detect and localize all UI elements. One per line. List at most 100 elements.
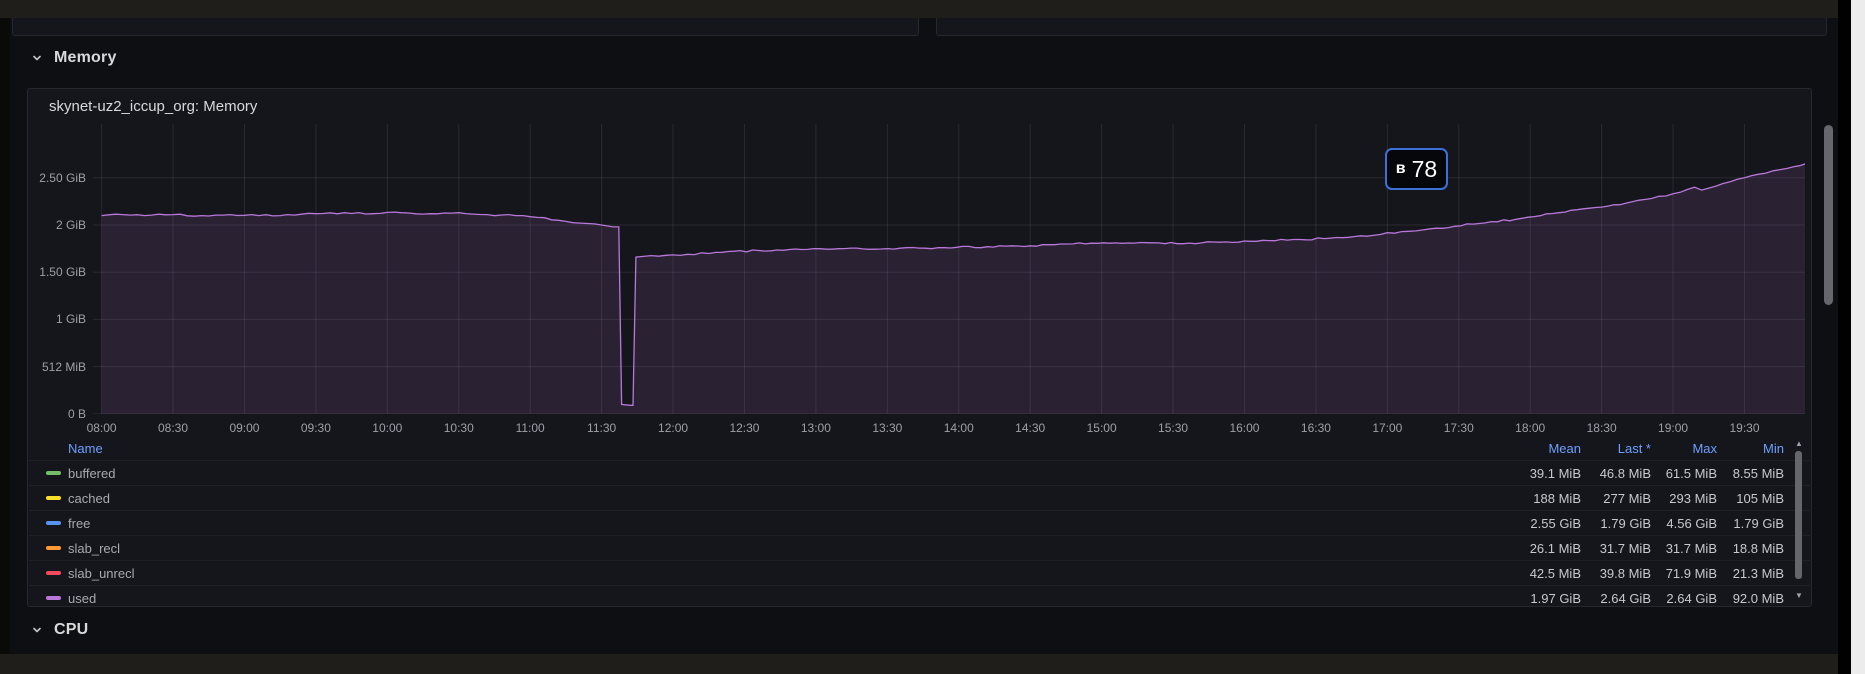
- legend-value-last: 39.8 MiB: [1599, 566, 1651, 581]
- legend-series-name[interactable]: buffered: [68, 466, 116, 481]
- legend-column-header-last[interactable]: Last *: [1617, 441, 1651, 456]
- y-axis-tick-label: 2 GiB: [55, 218, 86, 232]
- hint-badge-prefix: в: [1395, 160, 1406, 177]
- legend-column-header-mean[interactable]: Mean: [1548, 441, 1581, 456]
- chevron-down-icon: [33, 627, 41, 633]
- memory-panel: skynet-uz2_iccup_org: Memory 2.50 GiB 2 G…: [27, 88, 1812, 607]
- x-axis-tick-label: 15:30: [1158, 421, 1189, 435]
- legend-value-mean: 26.1 MiB: [1529, 541, 1581, 556]
- legend-column-header-min[interactable]: Min: [1763, 441, 1784, 456]
- x-axis-tick-label: 14:30: [1015, 421, 1046, 435]
- scroll-down-arrow-icon[interactable]: ▼: [1795, 591, 1803, 600]
- legend-row: free 2.55 GiB 1.79 GiB 4.56 GiB 1.79 GiB: [29, 510, 1812, 535]
- legend-value-max: 61.5 MiB: [1665, 466, 1717, 481]
- legend-header-row: Name Mean Last * Max Min: [29, 438, 1812, 460]
- x-axis-tick-label: 17:00: [1372, 421, 1403, 435]
- series-color-swatch-icon[interactable]: [46, 471, 61, 475]
- legend-series-name[interactable]: used: [68, 591, 97, 606]
- legend-value-min: 92.0 MiB: [1732, 591, 1784, 606]
- page-scrollbar-thumb[interactable]: [1824, 125, 1833, 305]
- window-top-strip: [0, 0, 1838, 18]
- legend-table: Name Mean Last * Max Min buffered 39.1 MiB 46.8…: [29, 438, 1812, 610]
- legend-value-min: 105 MiB: [1736, 491, 1784, 506]
- legend-value-mean: 1.97 GiB: [1530, 591, 1581, 606]
- x-axis-tick-label: 11:00: [515, 421, 545, 435]
- panel-partial-left: [12, 18, 919, 36]
- x-axis-tick-label: 12:30: [729, 421, 760, 435]
- series-color-swatch-icon[interactable]: [46, 496, 61, 500]
- legend-value-max: 4.56 GiB: [1666, 516, 1717, 531]
- legend-row: slab_unrecl 42.5 MiB 39.8 MiB 71.9 MiB 21.3 …: [29, 560, 1812, 585]
- y-axis-tick-label: 0 B: [67, 406, 86, 421]
- x-axis-tick-label: 14:00: [943, 421, 974, 435]
- legend-column-header-name[interactable]: Name: [68, 441, 103, 456]
- y-axis-tick-label: 1 GiB: [55, 312, 86, 327]
- y-axis-tick-label: 1.50 GiB: [39, 265, 86, 280]
- legend-series-name[interactable]: free: [68, 516, 91, 531]
- x-axis-tick-label: 13:00: [800, 421, 831, 435]
- x-axis-tick-label: 13:30: [872, 421, 903, 435]
- legend-value-last: 46.8 MiB: [1599, 466, 1651, 481]
- x-axis-tick-label: 17:30: [1443, 421, 1474, 435]
- legend-value-min: 8.55 MiB: [1732, 466, 1784, 481]
- legend-value-min: 21.3 MiB: [1732, 566, 1784, 581]
- row-header-cpu[interactable]: CPU: [30, 621, 88, 639]
- y-axis-tick-label: 512 MiB: [41, 359, 86, 374]
- section-title-cpu: CPU: [54, 621, 89, 638]
- keyboard-hint-badge: в 78: [1385, 148, 1448, 190]
- legend-series-name[interactable]: slab_recl: [68, 541, 121, 556]
- y-axis-tick-label: 2.50 GiB: [39, 170, 86, 185]
- row-header-memory[interactable]: Memory: [30, 49, 117, 67]
- legend-row: slab_recl 26.1 MiB 31.7 MiB 31.7 MiB 18.8 Mi…: [29, 535, 1812, 560]
- x-axis-tick-label: 18:30: [1586, 421, 1617, 435]
- legend-value-min: 1.79 GiB: [1733, 516, 1784, 531]
- x-axis-tick-label: 16:00: [1229, 421, 1260, 435]
- x-axis-tick-label: 09:00: [229, 421, 260, 435]
- chart-plot-area[interactable]: [93, 124, 1805, 414]
- legend-value-mean: 42.5 MiB: [1529, 566, 1581, 581]
- x-axis-tick-label: 18:00: [1515, 421, 1546, 435]
- series-area-used: [101, 163, 1805, 414]
- legend-series-name[interactable]: cached: [68, 491, 110, 506]
- legend-value-last: 2.64 GiB: [1600, 591, 1651, 606]
- series-color-swatch-icon[interactable]: [46, 596, 61, 600]
- legend-column-header-max[interactable]: Max: [1692, 441, 1717, 456]
- legend-value-mean: 2.55 GiB: [1530, 516, 1581, 531]
- adjacent-window-edge: [1851, 0, 1865, 674]
- legend-value-min: 18.8 MiB: [1732, 541, 1784, 556]
- legend-series-name[interactable]: slab_unrecl: [68, 566, 135, 581]
- window-gap: [1838, 0, 1851, 674]
- section-title-memory: Memory: [54, 49, 117, 66]
- series-line-used: [101, 163, 1805, 406]
- series-color-swatch-icon[interactable]: [46, 546, 61, 550]
- legend-scrollbar-thumb[interactable]: [1795, 451, 1802, 579]
- x-axis-tick-label: 16:30: [1300, 421, 1331, 435]
- dashboard-viewport: Memory skynet-uz2_iccup_org: Memory 2.50…: [10, 18, 1838, 654]
- legend-scrollbar[interactable]: ▲ ▼: [1794, 439, 1804, 601]
- window-bottom-strip: [0, 654, 1838, 674]
- legend-value-max: 71.9 MiB: [1665, 566, 1717, 581]
- x-axis-tick-label: 08:00: [86, 421, 117, 435]
- chevron-down-icon: [33, 55, 41, 61]
- x-axis-tick-label: 09:30: [300, 421, 331, 435]
- legend-value-mean: 39.1 MiB: [1529, 466, 1581, 481]
- legend-row: cached 188 MiB 277 MiB 293 MiB 105 MiB: [29, 485, 1812, 510]
- x-axis-tick-label: 10:00: [372, 421, 403, 435]
- x-axis-tick-label: 10:30: [443, 421, 474, 435]
- legend-value-last: 277 MiB: [1603, 491, 1651, 506]
- x-axis-tick-label: 12:00: [658, 421, 689, 435]
- scroll-up-arrow-icon[interactable]: ▲: [1795, 439, 1803, 448]
- legend-row: used 1.97 GiB 2.64 GiB 2.64 GiB 92.0 MiB: [29, 585, 1812, 610]
- legend-value-last: 1.79 GiB: [1600, 516, 1651, 531]
- legend-value-max: 293 MiB: [1669, 491, 1717, 506]
- legend-row: buffered 39.1 MiB 46.8 MiB 61.5 MiB 8.55 MiB: [29, 460, 1812, 485]
- series-color-swatch-icon[interactable]: [46, 521, 61, 525]
- panel-title[interactable]: skynet-uz2_iccup_org: Memory: [49, 98, 258, 115]
- legend-value-mean: 188 MiB: [1533, 491, 1581, 506]
- series-color-swatch-icon[interactable]: [46, 571, 61, 575]
- legend-value-max: 31.7 MiB: [1665, 541, 1717, 556]
- x-axis-tick-label: 08:30: [158, 421, 189, 435]
- x-axis-tick-label: 11:30: [587, 421, 617, 435]
- legend-value-last: 31.7 MiB: [1599, 541, 1651, 556]
